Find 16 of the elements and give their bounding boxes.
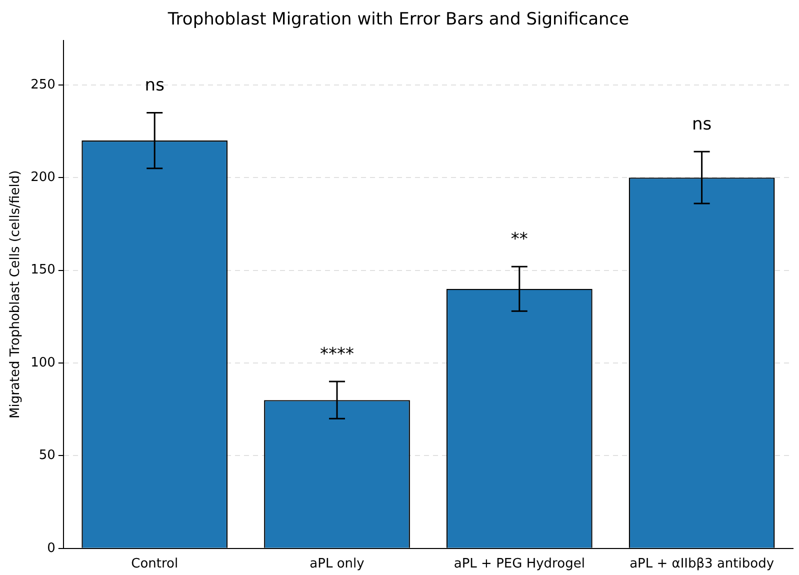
x-tick-label: aPL + αIIbβ3 antibody <box>630 556 774 572</box>
x-tick-label: aPL + PEG Hydrogel <box>454 556 585 572</box>
y-tick-label: 50 <box>38 448 56 464</box>
annotation: **** <box>320 344 354 364</box>
annotation: ** <box>510 230 528 250</box>
chart-title: Trophoblast Migration with Error Bars and Significance <box>166 10 630 30</box>
y-axis-title: Migrated Trophoblast Cells (cells/field) <box>8 170 24 418</box>
x-tick-label: Control <box>131 556 178 572</box>
y-tick-label: 200 <box>30 170 56 185</box>
y-tick-label: 100 <box>30 355 56 370</box>
x-tick-label: aPL only <box>310 556 365 572</box>
y-tick-label: 250 <box>30 77 56 92</box>
y-tick-label: 0 <box>47 540 56 556</box>
annotation: ns <box>692 114 712 135</box>
annotation: ns <box>144 76 165 96</box>
y-tick-label: 150 <box>30 262 56 278</box>
